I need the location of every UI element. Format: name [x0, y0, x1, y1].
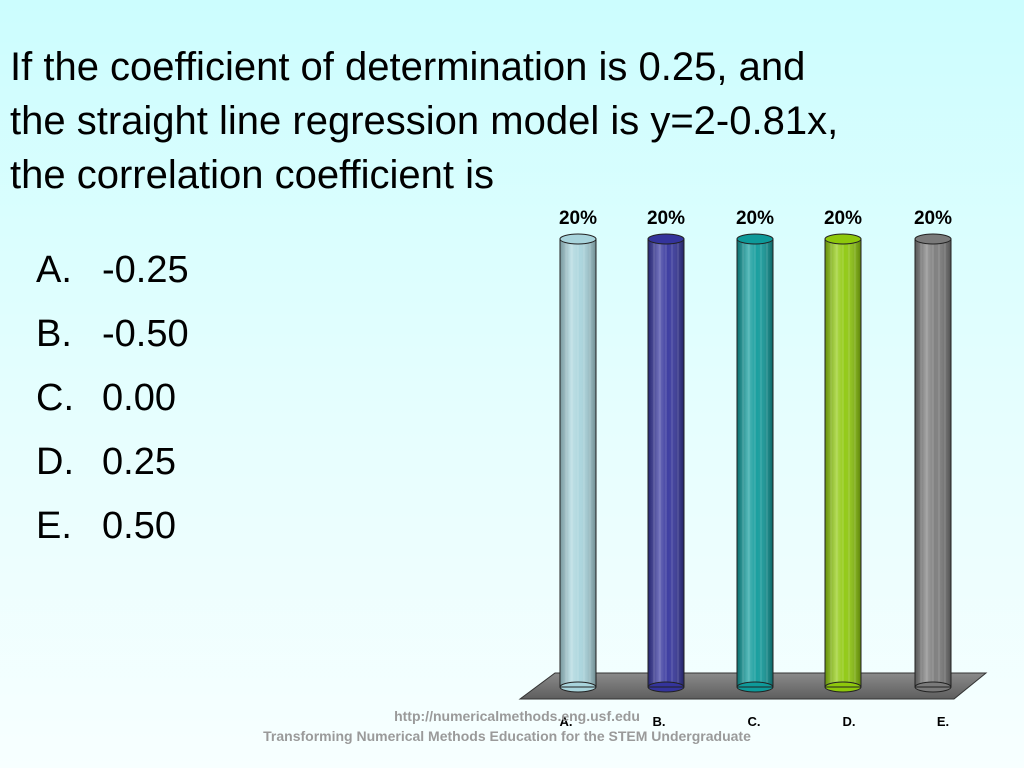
bar-a — [559, 233, 597, 693]
question-text: If the coefficient of determination is 0… — [10, 40, 1010, 202]
bar-e — [914, 233, 952, 693]
bar-d — [824, 233, 862, 693]
choice-letter: E. — [36, 505, 72, 547]
choice-a[interactable]: A. -0.25 — [36, 238, 189, 302]
choice-text: 0.25 — [102, 441, 176, 483]
category-label: E. — [937, 714, 949, 729]
question-line-1: If the coefficient of determination is 0… — [10, 45, 806, 89]
data-label: 20% — [824, 208, 862, 229]
choice-d[interactable]: D. 0.25 — [36, 430, 189, 494]
category-label: B. — [653, 714, 666, 729]
choice-b[interactable]: B. -0.50 — [36, 302, 189, 366]
choice-text: 0.00 — [102, 377, 176, 419]
choice-text: -0.25 — [102, 249, 189, 291]
choice-e[interactable]: E. 0.50 — [36, 494, 189, 558]
choice-text: -0.50 — [102, 313, 189, 355]
footer-tagline: Transforming Numerical Methods Education… — [263, 728, 751, 744]
choice-text: 0.50 — [102, 505, 176, 547]
bar-b — [647, 233, 685, 693]
question-line-2: the straight line regression model is y=… — [10, 99, 839, 143]
bar-c — [736, 233, 774, 693]
choice-letter: C. — [36, 377, 74, 419]
choice-c[interactable]: C. 0.00 — [36, 366, 189, 430]
data-label: 20% — [559, 208, 597, 229]
response-bar-chart: 20% 20% 20% 20% 20% A. B. C. D. E. — [518, 208, 988, 729]
category-label: C. — [748, 714, 761, 729]
choice-letter: D. — [36, 441, 74, 483]
choice-letter: A. — [36, 249, 72, 291]
choice-letter: B. — [36, 313, 72, 355]
data-label: 20% — [914, 208, 952, 229]
footer-url: http://numericalmethods.eng.usf.edu — [394, 708, 640, 724]
answer-choices: A. -0.25 B. -0.50 C. 0.00 D. 0.25 E. 0.50 — [36, 238, 189, 558]
data-label: 20% — [736, 208, 774, 229]
question-line-3: the correlation coefficient is — [10, 153, 494, 197]
category-label: D. — [843, 714, 856, 729]
data-label: 20% — [647, 208, 685, 229]
category-label: A. — [560, 714, 573, 729]
